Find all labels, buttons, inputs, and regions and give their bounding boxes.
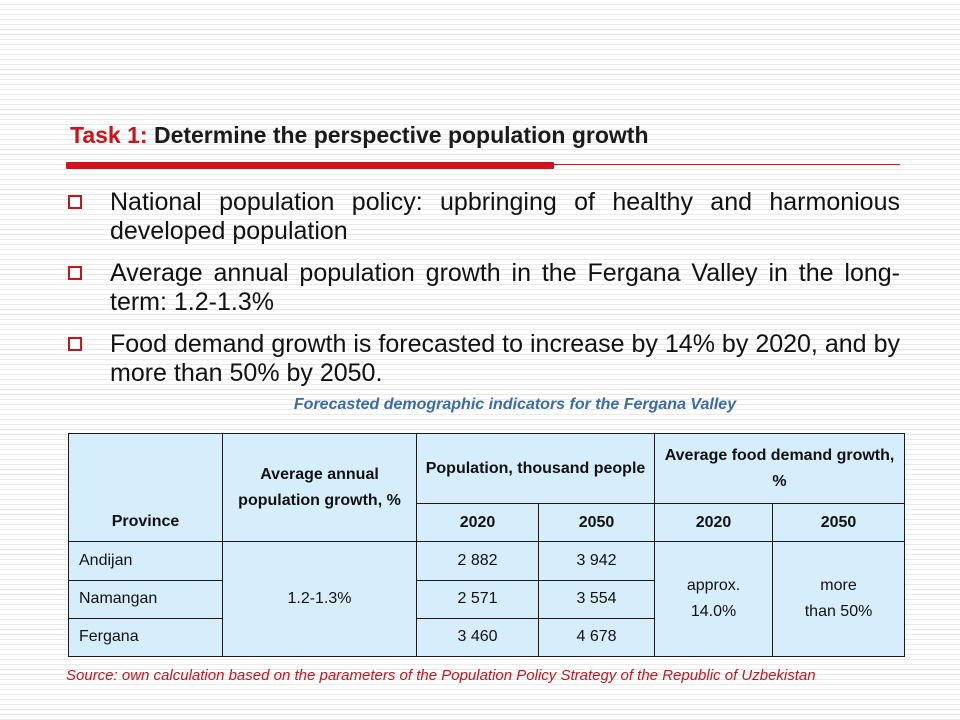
cell-province: Namangan bbox=[68, 579, 223, 619]
cell-province: Andijan bbox=[68, 541, 223, 581]
table-year-row: 2020 2050 2020 2050 bbox=[69, 503, 906, 543]
header-province: Province bbox=[68, 432, 223, 543]
cell-growth: 1.2-1.3% bbox=[222, 541, 417, 657]
bullet-item: National population policy: upbringing o… bbox=[64, 188, 900, 246]
cell-pop-2050: 3 942 bbox=[537, 541, 656, 581]
source-note: Source: own calculation based on the par… bbox=[66, 667, 816, 684]
header-food-demand: Average food demand growth, % bbox=[654, 432, 906, 505]
slide-title: Task 1: Determine the perspective popula… bbox=[70, 122, 910, 149]
title-text: Determine the perspective population gro… bbox=[153, 122, 649, 148]
bullet-item: Food demand growth is forecasted to incr… bbox=[64, 330, 900, 388]
table-row: Fergana 3 460 4 678 bbox=[68, 617, 905, 658]
header-growth: Average annual population growth, % bbox=[222, 432, 417, 543]
header-year: 2050 bbox=[772, 503, 906, 543]
header-population: Population, thousand people bbox=[415, 432, 656, 505]
table-header-row: Province Average annual population growt… bbox=[68, 432, 906, 543]
bullet-list: National population policy: upbringing o… bbox=[64, 188, 900, 401]
bullet-text: Food demand growth is forecasted to incr… bbox=[110, 330, 900, 387]
bullet-item: Average annual population growth in the … bbox=[64, 259, 900, 317]
food-2050-line: more bbox=[820, 577, 857, 595]
demographic-table: Province Average annual population growt… bbox=[68, 432, 906, 658]
cell-pop-2020: 2 571 bbox=[416, 579, 539, 619]
table-row: Andijan 1.2-1.3% 2 882 3 942 approx. 14.… bbox=[68, 541, 906, 657]
hollow-square-bullet-icon bbox=[68, 195, 82, 209]
cell-pop-2020: 2 882 bbox=[416, 541, 539, 581]
cell-pop-2020: 3 460 bbox=[416, 617, 539, 658]
table-caption: Forecasted demographic indicators for th… bbox=[293, 396, 737, 413]
cell-food-2050: more than 50% bbox=[772, 541, 906, 657]
food-2050-line: than 50% bbox=[804, 603, 873, 621]
food-2020-line: 14.0% bbox=[690, 603, 737, 621]
header-year: 2050 bbox=[537, 503, 656, 543]
hollow-square-bullet-icon bbox=[68, 337, 82, 351]
cell-province: Fergana bbox=[68, 617, 223, 658]
cell-food-2020: approx. 14.0% bbox=[654, 541, 774, 657]
title-underline-thin bbox=[554, 164, 900, 165]
food-2020-line: approx. bbox=[686, 577, 741, 595]
cell-pop-2050: 3 554 bbox=[537, 579, 656, 619]
bullet-text: Average annual population growth in the … bbox=[110, 259, 900, 316]
hollow-square-bullet-icon bbox=[68, 266, 82, 280]
bullet-text: National population policy: upbringing o… bbox=[110, 188, 900, 245]
title-prefix: Task 1: bbox=[70, 122, 148, 148]
title-underline-thick bbox=[66, 162, 554, 169]
table-row: Namangan 2 571 3 554 bbox=[68, 579, 905, 619]
cell-pop-2050: 4 678 bbox=[537, 617, 656, 658]
header-year: 2020 bbox=[416, 503, 539, 543]
header-year: 2020 bbox=[654, 503, 774, 543]
